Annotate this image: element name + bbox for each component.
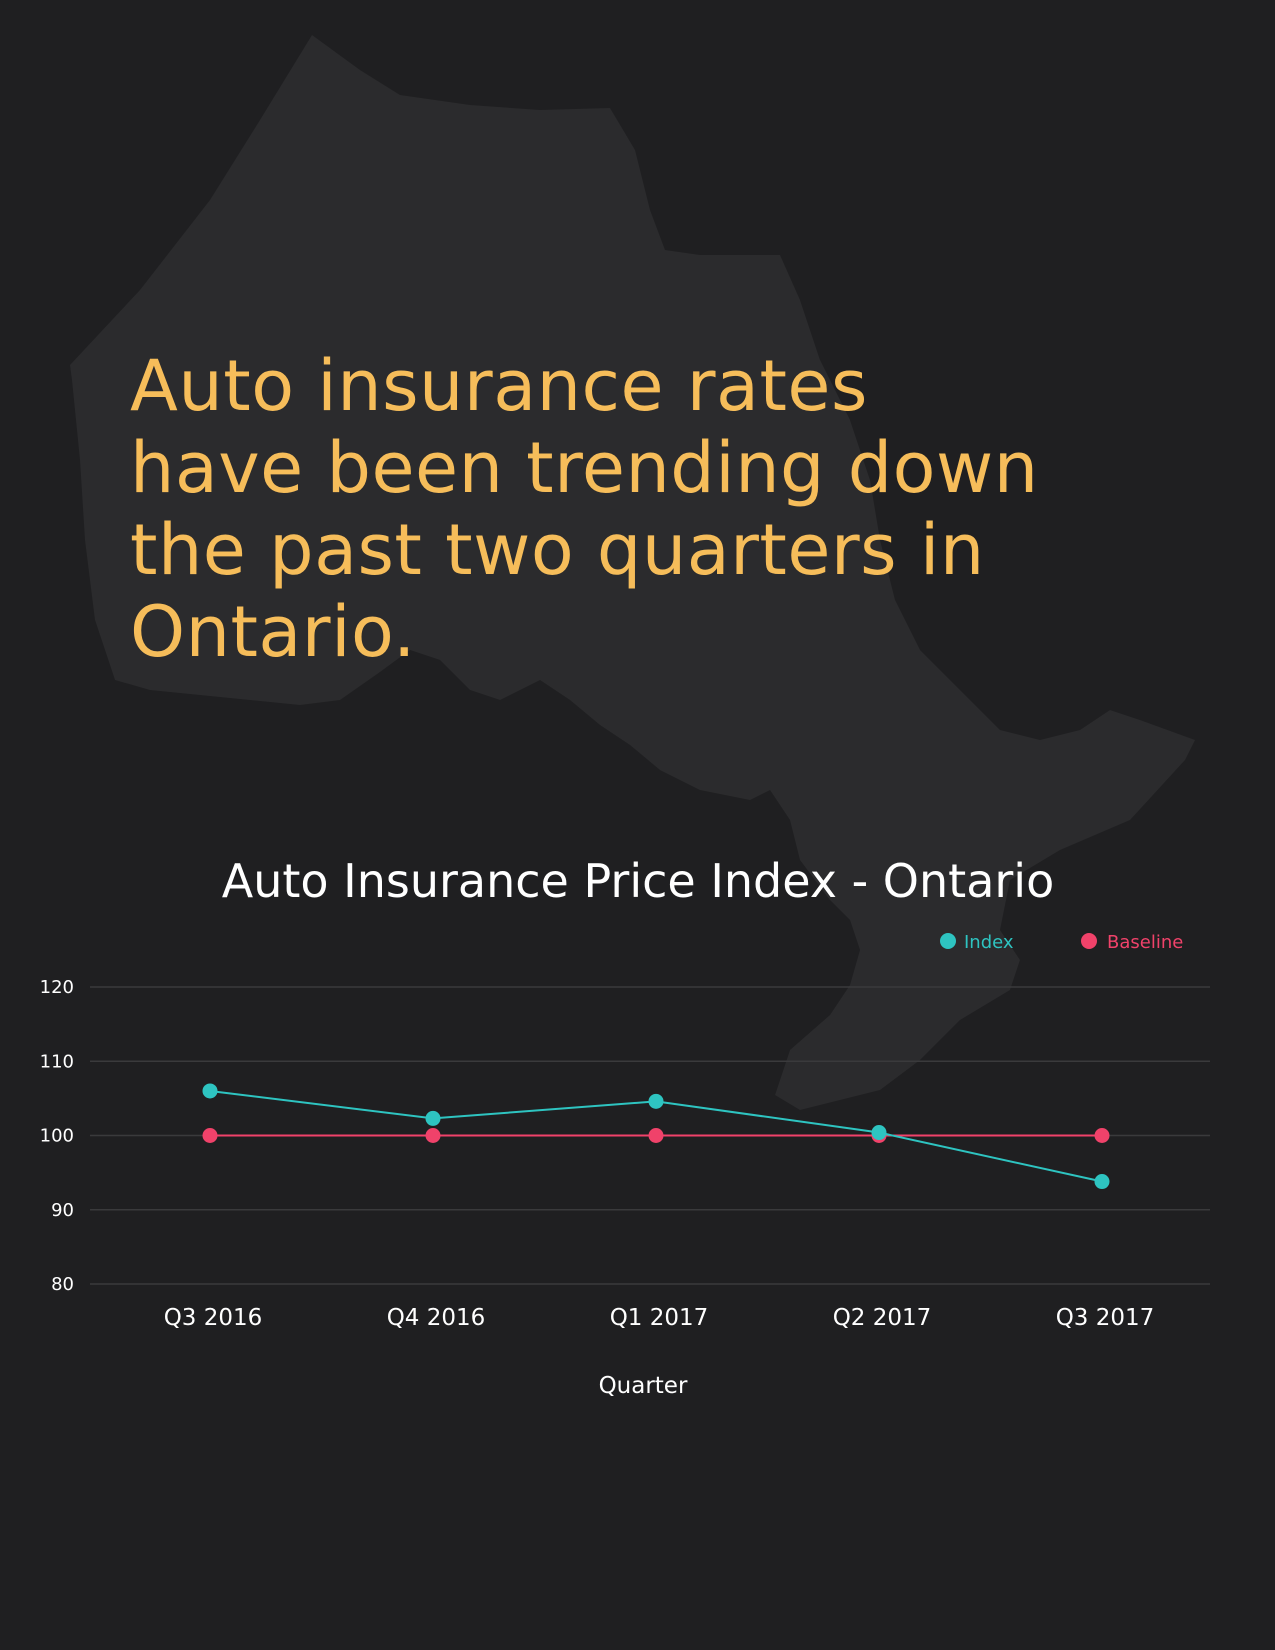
y-tick-label: 120 — [40, 977, 74, 998]
index-data-point — [425, 1110, 441, 1126]
x-tick-label: Q1 2017 — [610, 1305, 709, 1331]
chart-legend: Index Baseline — [940, 932, 1183, 953]
headline-line: have been trending down — [130, 427, 1039, 509]
headline-line: the past two quarters in — [130, 509, 985, 591]
headline-line: Ontario. — [130, 591, 416, 673]
x-axis-ticks: Q3 2016 Q4 2016 Q1 2017 Q2 2017 Q3 2017 — [164, 1305, 1155, 1331]
ontario-map-shape — [70, 35, 1195, 1110]
baseline-data-point — [1094, 1128, 1110, 1143]
baseline-data-point — [425, 1128, 441, 1143]
x-tick-label: Q4 2016 — [387, 1305, 486, 1331]
x-tick-label: Q2 2017 — [833, 1305, 932, 1331]
baseline-data-point — [202, 1128, 218, 1143]
y-tick-label: 110 — [40, 1051, 74, 1072]
y-tick-label: 80 — [51, 1274, 74, 1295]
x-tick-label: Q3 2017 — [1056, 1305, 1155, 1331]
index-data-point — [1094, 1174, 1110, 1190]
legend-index-marker — [940, 933, 956, 949]
y-axis-ticks: 120 110 100 90 80 — [40, 977, 74, 1295]
headline-line: Auto insurance rates — [130, 345, 868, 427]
x-axis-label: Quarter — [599, 1373, 688, 1399]
chart-title: Auto Insurance Price Index - Ontario — [222, 854, 1054, 908]
baseline-data-point — [648, 1128, 664, 1143]
y-tick-label: 90 — [51, 1200, 74, 1221]
index-data-point — [871, 1125, 887, 1141]
legend-index-label: Index — [964, 932, 1014, 953]
headline: Auto insurance rates have been trending … — [130, 345, 1130, 673]
legend-baseline-label: Baseline — [1107, 932, 1183, 953]
index-data-point — [648, 1093, 664, 1109]
legend-baseline-marker — [1081, 933, 1097, 949]
y-tick-label: 100 — [40, 1126, 74, 1147]
series-lines — [202, 1083, 1110, 1190]
x-tick-label: Q3 2016 — [164, 1305, 263, 1331]
index-data-point — [202, 1083, 218, 1099]
